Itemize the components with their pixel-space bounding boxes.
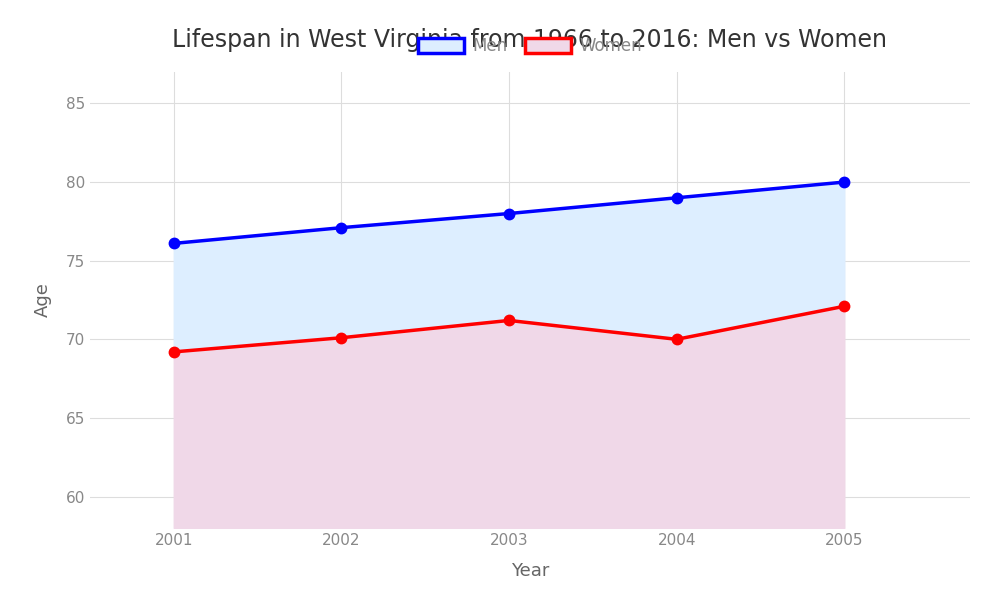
Legend: Men, Women: Men, Women	[411, 30, 649, 62]
X-axis label: Year: Year	[511, 562, 549, 580]
Y-axis label: Age: Age	[34, 283, 52, 317]
Title: Lifespan in West Virginia from 1966 to 2016: Men vs Women: Lifespan in West Virginia from 1966 to 2…	[173, 28, 888, 52]
